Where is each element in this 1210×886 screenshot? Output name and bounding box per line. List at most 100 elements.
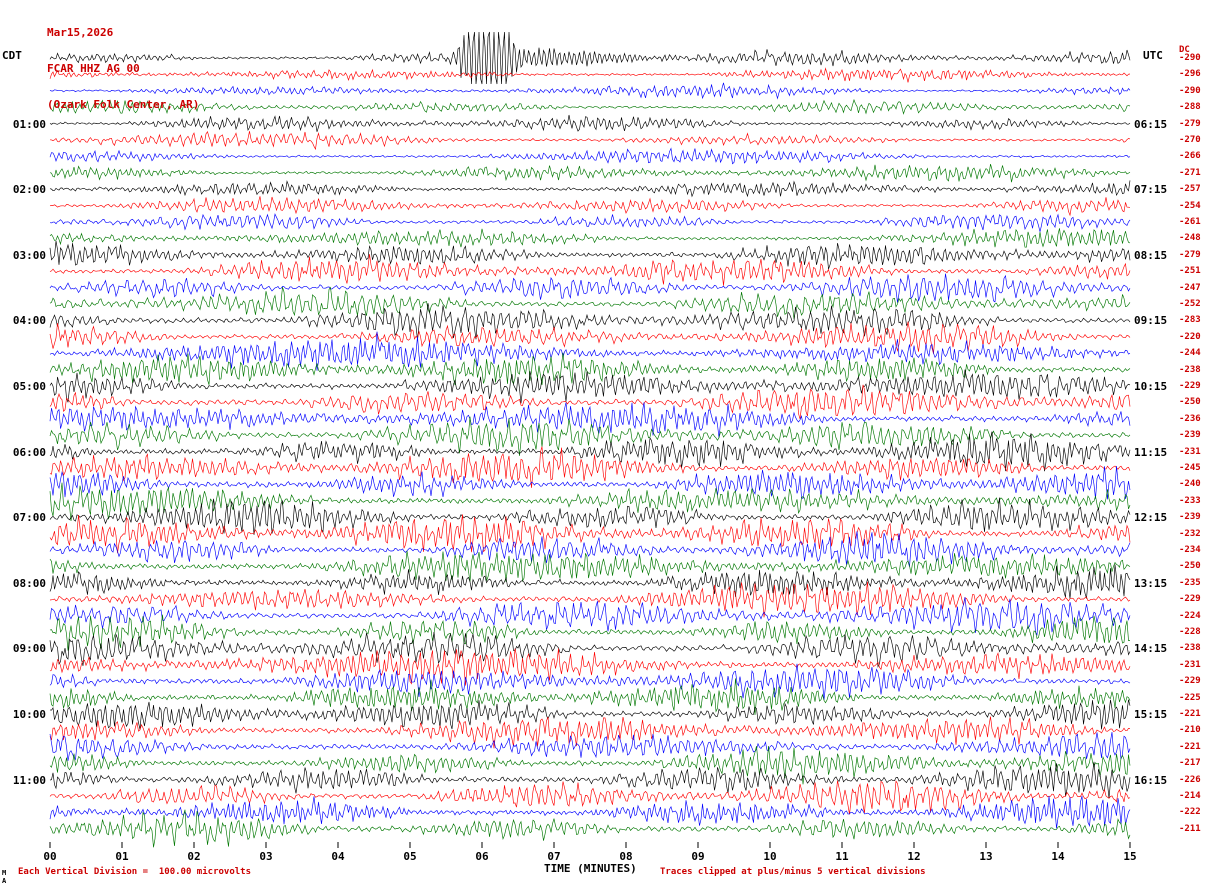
x-tick-label: 12 [907, 850, 921, 863]
dc-value: -226 [1179, 774, 1201, 785]
trace-row-6 [49, 147, 1131, 165]
trace-row-40 [49, 699, 1131, 730]
utc-hour-label: 10:15 [1134, 380, 1168, 393]
dc-value: -217 [1179, 758, 1201, 769]
dc-value: -239 [1179, 430, 1201, 441]
dc-value: -254 [1179, 200, 1201, 211]
cdt-hour-label: 05:00 [12, 380, 46, 393]
dc-value: -229 [1179, 381, 1201, 391]
trace-row-8 [49, 180, 1131, 198]
cdt-hour-label: 09:00 [12, 642, 46, 656]
x-tick-label: 08 [619, 850, 633, 863]
x-tick-label: 14 [1051, 850, 1065, 863]
trace-row-2 [49, 82, 1131, 100]
dc-value: -257 [1179, 184, 1201, 195]
dc-value: -279 [1179, 249, 1201, 260]
dc-header-label: DC [1179, 45, 1190, 55]
dc-value: -252 [1179, 299, 1201, 309]
dc-value: -231 [1179, 446, 1201, 457]
utc-hour-label: 11:15 [1134, 445, 1168, 459]
trace-row-33 [49, 581, 1131, 618]
trace-row-34 [49, 597, 1131, 636]
trace-row-27 [49, 482, 1131, 522]
dc-value: -235 [1179, 577, 1201, 588]
trace-row-15 [49, 286, 1131, 320]
trace-row-23 [49, 416, 1131, 456]
dc-value: -225 [1179, 692, 1201, 703]
trace-row-25 [49, 446, 1131, 488]
dc-value: -210 [1179, 725, 1201, 736]
utc-hour-label: 14:15 [1134, 642, 1168, 656]
dc-value: -240 [1179, 479, 1201, 490]
trace-row-20 [49, 369, 1131, 404]
trace-row-7 [49, 164, 1131, 183]
dc-value: -228 [1179, 627, 1201, 637]
trace-row-37 [49, 648, 1131, 686]
trace-row-39 [49, 678, 1131, 716]
trace-row-42 [49, 732, 1131, 761]
trace-row-30 [49, 531, 1131, 567]
dc-value: -236 [1179, 413, 1201, 424]
trace-row-21 [49, 384, 1131, 419]
trace-row-13 [49, 254, 1131, 286]
utc-hour-label: 08:15 [1134, 248, 1168, 262]
title-station: FCAR HHZ AG 00 [47, 62, 140, 75]
cdt-hour-label: 06:00 [12, 445, 46, 459]
trace-row-9 [49, 196, 1131, 217]
trace-row-18 [49, 331, 1131, 371]
trace-row-36 [49, 631, 1131, 668]
dc-value: -221 [1179, 709, 1201, 719]
dc-value: -214 [1179, 791, 1201, 801]
utc-hour-label: 13:15 [1134, 576, 1168, 590]
trace-row-41 [49, 716, 1131, 749]
dc-value: -250 [1179, 561, 1201, 572]
corner-mark: M A [2, 869, 7, 885]
trace-row-12 [49, 240, 1131, 270]
dc-value: -245 [1179, 463, 1201, 473]
x-tick-label: 05 [403, 850, 417, 863]
dc-value: -296 [1179, 69, 1201, 80]
dc-value: -222 [1179, 807, 1201, 818]
x-tick-label: 01 [115, 850, 129, 863]
x-tick-label: 09 [691, 850, 705, 863]
x-tick-label: 10 [763, 850, 777, 863]
dc-value: -229 [1179, 676, 1201, 687]
trace-row-3 [49, 98, 1131, 115]
trace-row-28 [49, 497, 1131, 535]
footer-clip-note: Traces clipped at plus/minus 5 vertical … [660, 867, 926, 877]
trace-row-16 [49, 303, 1131, 341]
trace-row-17 [49, 321, 1131, 354]
trace-row-0 [49, 31, 1131, 85]
dc-value: -279 [1179, 118, 1201, 129]
trace-row-22 [49, 402, 1131, 438]
dc-value: -266 [1179, 151, 1201, 162]
x-tick-label: 00 [43, 850, 57, 863]
dc-value: -288 [1179, 102, 1201, 113]
dc-value: -231 [1179, 659, 1201, 670]
trace-row-29 [49, 514, 1131, 554]
dc-value: -238 [1179, 364, 1201, 375]
dc-value: -220 [1179, 331, 1201, 342]
dc-value: -290 [1179, 85, 1201, 96]
dc-value: -232 [1179, 528, 1201, 539]
dc-value: -247 [1179, 282, 1201, 293]
utc-hour-label: 06:15 [1134, 117, 1168, 131]
title-block: Mar15,2026 FCAR HHZ AG 00 (Ozark Folk Ce… [47, 3, 199, 135]
utc-hour-label: 07:15 [1134, 183, 1168, 197]
dc-value: -250 [1179, 397, 1201, 408]
dc-value: -221 [1179, 741, 1201, 752]
trace-row-46 [49, 795, 1131, 829]
right-timezone-label: UTC [1143, 49, 1163, 62]
trace-row-31 [49, 550, 1131, 583]
dc-value: -229 [1179, 594, 1201, 605]
trace-row-38 [49, 663, 1131, 701]
trace-row-4 [49, 114, 1131, 132]
trace-row-1 [49, 67, 1131, 83]
dc-value: -290 [1179, 53, 1201, 63]
trace-row-11 [49, 228, 1131, 248]
x-tick-label: 06 [475, 850, 489, 863]
cdt-hour-label: 04:00 [12, 314, 46, 328]
cdt-hour-label: 07:00 [12, 511, 46, 525]
trace-row-32 [49, 564, 1131, 599]
